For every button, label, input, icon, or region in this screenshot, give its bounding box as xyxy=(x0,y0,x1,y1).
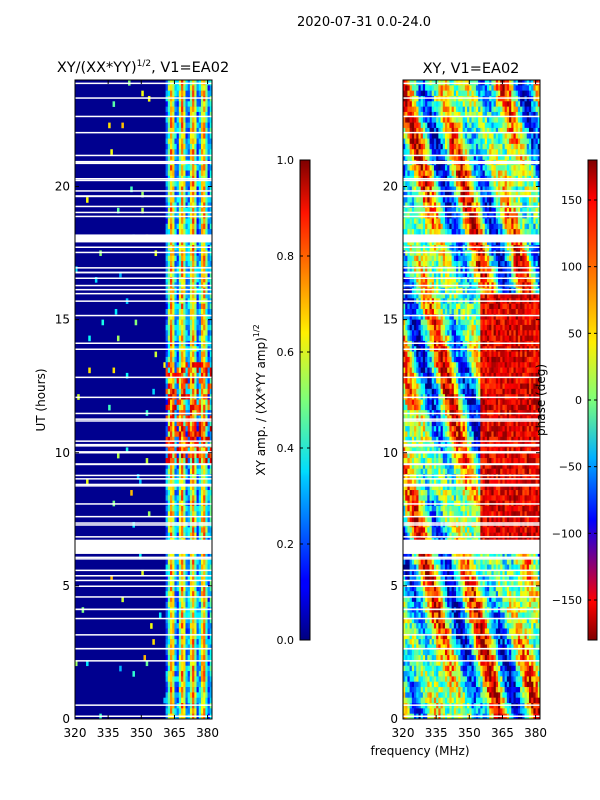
colorbar-tick-label: 0.2 xyxy=(277,538,295,551)
left-y-axis-label: UT (hours) xyxy=(34,368,48,431)
left-axes: 320 335 350 365 380 0 5 10 15 20 xyxy=(55,80,219,740)
x-tick-label: 380 xyxy=(524,726,547,740)
y-tick-label: 0 xyxy=(390,712,398,726)
x-tick-label: 335 xyxy=(97,726,120,740)
y-tick-label: 10 xyxy=(55,446,70,460)
left-heatmap xyxy=(75,80,213,720)
colorbar-tick-label: 0.6 xyxy=(277,346,295,359)
left-colorbar: 0.0 0.2 0.4 0.6 0.8 1.0 XY amp. / (XX*YY amp)… xyxy=(252,154,311,647)
data-gap-band xyxy=(75,540,212,554)
y-tick-label: 15 xyxy=(55,313,70,327)
colorbar-tick-label: 1.0 xyxy=(277,154,295,167)
x-tick-label: 335 xyxy=(425,726,448,740)
colorbar-tick-label: −150 xyxy=(552,594,582,607)
x-axis-label: frequency (MHz) xyxy=(370,744,469,758)
colorbar-tick-label: 0.8 xyxy=(277,250,295,263)
right-colorbar: 150 100 50 0 −50 −100 −150 phase (deg) xyxy=(534,159,598,641)
x-tick-label: 365 xyxy=(491,726,514,740)
right-colorbar-label: phase (deg) xyxy=(534,364,548,436)
x-tick-label: 320 xyxy=(64,726,87,740)
colorbar-tick-label: −100 xyxy=(552,527,582,540)
colorbar-tick-label: −50 xyxy=(559,461,582,474)
figure-title: 2020-07-31 0.0-24.0 xyxy=(297,15,431,30)
colorbar-tick-label: 0.4 xyxy=(277,442,295,455)
left-colorbar-ticks: 0.0 0.2 0.4 0.6 0.8 1.0 xyxy=(277,154,310,647)
left-plot-frame xyxy=(74,79,213,720)
x-tick-label: 380 xyxy=(196,726,219,740)
right-axes: 320 335 350 365 380 0 5 10 15 20 xyxy=(383,80,547,740)
y-tick-label: 20 xyxy=(55,180,70,194)
colorbar-tick-label: 0.0 xyxy=(277,634,295,647)
colorbar-tick-label: 0 xyxy=(575,394,582,407)
y-tick-label: 0 xyxy=(62,712,70,726)
data-gap-band xyxy=(403,234,540,243)
colorbar-tick-label: 150 xyxy=(561,194,582,207)
x-tick-label: 365 xyxy=(163,726,186,740)
y-tick-label: 5 xyxy=(62,579,70,593)
left-colorbar-label: XY amp. / (XX*YY amp)1/2 xyxy=(252,324,268,475)
x-tick-label: 350 xyxy=(458,726,481,740)
y-tick-label: 5 xyxy=(390,579,398,593)
right-heatmap xyxy=(403,80,541,720)
y-tick-label: 20 xyxy=(383,180,398,194)
right-colorbar-ticks: 150 100 50 0 −50 −100 −150 xyxy=(552,194,597,607)
left-colorbar-gradient xyxy=(299,159,311,641)
data-gap-band xyxy=(403,540,540,554)
y-tick-label: 15 xyxy=(383,313,398,327)
right-plot-frame xyxy=(402,79,541,720)
data-gap-band xyxy=(75,234,212,243)
right-panel: XY, V1=EA02 320 335 350 365 380 0 5 10 15 20 freq… xyxy=(370,61,547,758)
colorbar-tick-label: 50 xyxy=(568,327,582,340)
x-tick-label: 320 xyxy=(392,726,415,740)
colorbar-tick-label: 100 xyxy=(561,261,582,274)
y-tick-label: 10 xyxy=(383,446,398,460)
left-panel-title: XY/(XX*YY)1/2, V1=EA02 xyxy=(57,59,229,76)
right-panel-title: XY, V1=EA02 xyxy=(423,61,520,77)
left-panel: XY/(XX*YY)1/2, V1=EA02 320 335 350 365 380 0 5… xyxy=(34,59,229,740)
x-tick-label: 350 xyxy=(130,726,153,740)
